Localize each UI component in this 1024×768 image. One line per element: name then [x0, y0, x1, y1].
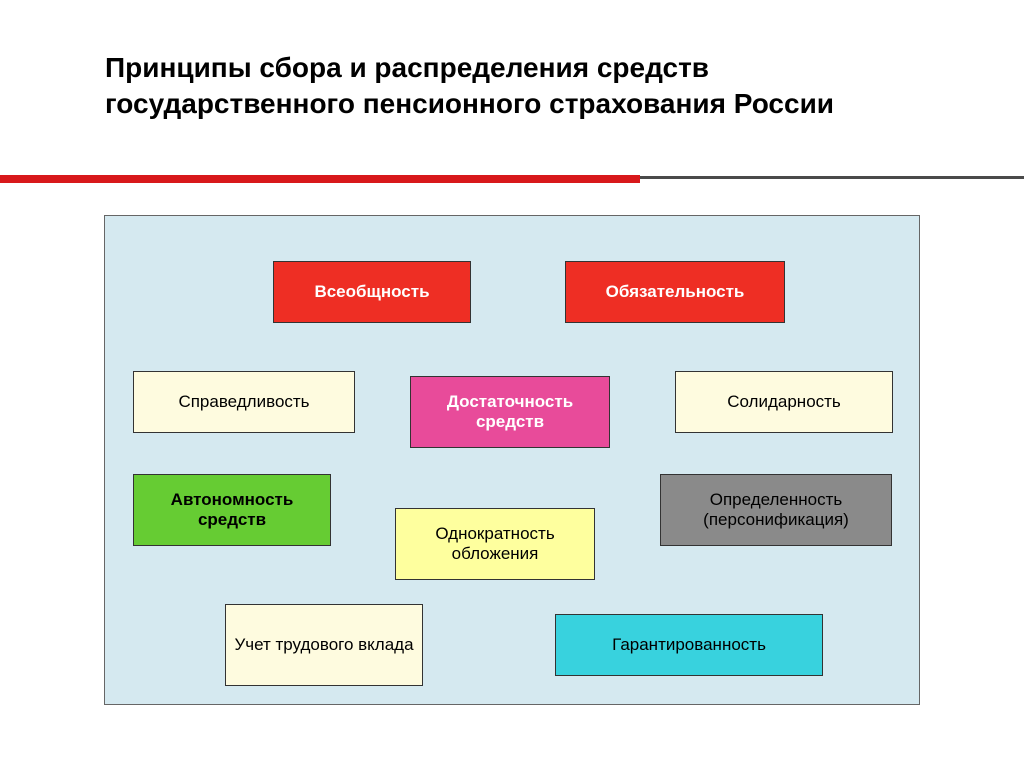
node-universality: Всеобщность	[273, 261, 471, 323]
underline-dark	[640, 176, 1024, 179]
title-underline	[0, 175, 1024, 183]
node-labor-contribution: Учет трудового вклада	[225, 604, 423, 686]
title-area: Принципы сбора и распределения средств г…	[0, 0, 1024, 123]
node-sufficiency: Достаточность средств	[410, 376, 610, 448]
node-single-taxation: Однократность обложения	[395, 508, 595, 580]
node-fairness: Справедливость	[133, 371, 355, 433]
diagram-container: Всеобщность Обязательность Справедливост…	[104, 215, 920, 705]
underline-red	[0, 175, 640, 183]
node-autonomy: Автономность средств	[133, 474, 331, 546]
node-guarantee: Гарантированность	[555, 614, 823, 676]
node-certainty: Определенность (персонификация)	[660, 474, 892, 546]
node-solidarity: Солидарность	[675, 371, 893, 433]
node-obligation: Обязательность	[565, 261, 785, 323]
slide-title: Принципы сбора и распределения средств г…	[105, 50, 934, 123]
